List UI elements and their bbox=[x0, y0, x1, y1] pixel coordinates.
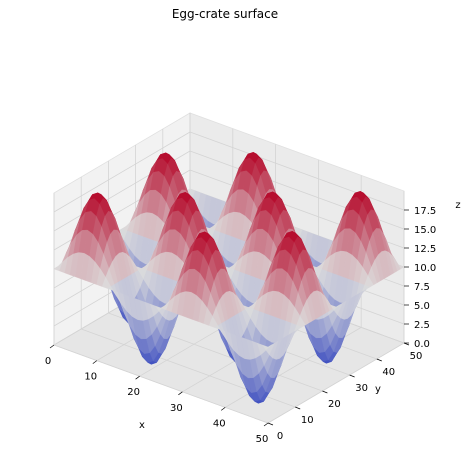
z-tick-label: 12.5 bbox=[414, 244, 436, 255]
x-tick-label: 10 bbox=[84, 372, 97, 383]
y-tick-label: 50 bbox=[410, 351, 423, 362]
grid-line bbox=[53, 344, 269, 424]
grid-line bbox=[53, 131, 191, 213]
tick-mark bbox=[178, 391, 183, 396]
z-tick-label: 2.5 bbox=[414, 320, 430, 331]
x-tick-label: 40 bbox=[213, 418, 226, 429]
y-tick-label: 0 bbox=[277, 431, 283, 442]
z-tick-label: 5.0 bbox=[414, 301, 430, 312]
x-tick-label: 30 bbox=[170, 403, 183, 414]
tick-mark bbox=[295, 406, 301, 410]
surface-mesh bbox=[53, 151, 405, 404]
x-tick-label: 0 bbox=[45, 356, 51, 367]
z-tick-label: 10.0 bbox=[414, 263, 436, 274]
tick-mark bbox=[49, 344, 55, 349]
z-tick-label: 0.0 bbox=[414, 339, 430, 350]
chart-title: Egg-crate surface bbox=[172, 7, 278, 21]
tick-mark bbox=[349, 374, 355, 378]
z-axis-label: z bbox=[455, 200, 460, 211]
x-tick-label: 50 bbox=[256, 434, 269, 445]
tick-mark bbox=[322, 390, 328, 394]
y-tick-label: 40 bbox=[382, 367, 395, 378]
tick-mark bbox=[135, 375, 140, 380]
z-tick-label: 17.5 bbox=[414, 206, 436, 217]
surface-facet bbox=[262, 344, 272, 351]
tick-mark bbox=[267, 422, 274, 426]
z-tick-label: 15.0 bbox=[414, 225, 436, 236]
y-tick-label: 20 bbox=[328, 399, 341, 410]
tick-mark bbox=[376, 358, 382, 362]
grid-line bbox=[267, 342, 405, 424]
tick-mark bbox=[92, 360, 98, 364]
y-tick-label: 10 bbox=[301, 415, 314, 426]
x-tick-label: 20 bbox=[127, 387, 140, 398]
grid-line bbox=[189, 131, 405, 211]
tick-mark bbox=[263, 422, 269, 427]
x-axis-label: x bbox=[139, 420, 145, 431]
y-axis-label: y bbox=[375, 384, 381, 395]
y-tick-label: 30 bbox=[355, 383, 368, 394]
tick-mark bbox=[220, 407, 226, 411]
z-tick-label: 7.5 bbox=[414, 282, 430, 293]
